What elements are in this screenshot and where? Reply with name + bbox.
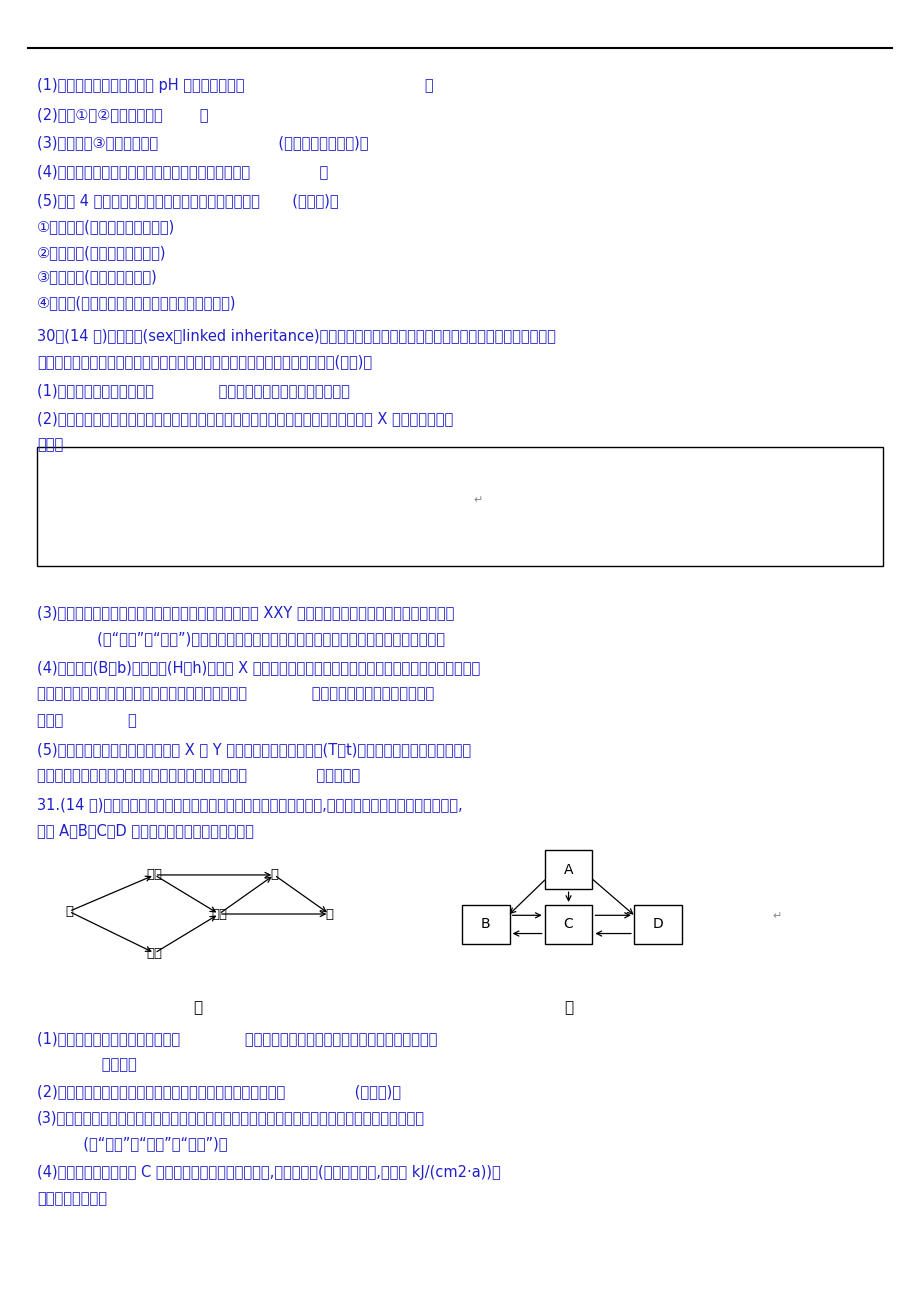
Text: ↵: ↵ [772,911,781,922]
Text: (4)人清醒时一般不会发生高原周期性呼吸，这是因为               。: (4)人清醒时一般不会发生高原周期性呼吸，这是因为 。 [37,164,328,180]
Text: (4)科研小组又对图乙中 C 生物的能量流动情况进行分析,结果如下表(数字为能量值,单位是 kJ/(cm2·a))。: (4)科研小组又对图乙中 C 生物的能量流动情况进行分析,结果如下表(数字为能量… [37,1165,500,1181]
Text: (5)人类的某对相对性状受性染色体 X 与 Y 同源区段上一对等位基因(T、t)控制，若某对夯妇的子女中，: (5)人类的某对相对性状受性染色体 X 与 Y 同源区段上一对等位基因(T、t)… [37,742,471,758]
Text: 多样性。: 多样性。 [37,1057,136,1073]
Text: (填“偏高”、“偏低”或“不变”)。: (填“偏高”、“偏低”或“不变”)。 [37,1137,227,1152]
Text: 摄入食物中的能量: 摄入食物中的能量 [37,1191,107,1207]
Text: 们的儿子都患色盲或血友病，则该夯妻的基因型分别为              ，这对夯妻再生一个患病女儿的: 们的儿子都患色盲或血友病，则该夯妻的基因型分别为 ，这对夯妻再生一个患病女儿的 [37,686,434,702]
Bar [544,850,592,889]
Text: ②乙酰咔胺(增加呼吸道通气量): ②乙酰咔胺(增加呼吸道通气量) [37,245,166,260]
Text: (5)下列 4 种药物中，可用于缓解高原周期性呼吸的有       (填序号)。: (5)下列 4 种药物中，可用于缓解高原周期性呼吸的有 (填序号)。 [37,193,338,208]
Text: 能性。: 能性。 [37,437,63,453]
Text: (2)过程①一②的调节方式是        。: (2)过程①一②的调节方式是 。 [37,107,208,122]
Text: 乙: 乙 [563,1000,573,1016]
Text: 甲: 甲 [193,1000,202,1016]
Bar [544,905,592,944]
Text: ①肆上腺素(加快心跳和血液流动): ①肆上腺素(加快心跳和血液流动) [37,219,175,234]
Text: ③础苯地平(减弱心肌收缩力): ③础苯地平(减弱心肌收缩力) [37,270,157,285]
Text: 青蛙: 青蛙 [210,907,227,921]
Text: B: B [481,918,490,931]
Text: (1)图甲食物网中，蛇和鹰的关系是              。蛱蛜、青蛙、鹰等属于不同的种类，属于生物的: (1)图甲食物网中，蛇和鹰的关系是 。蛱蛜、青蛙、鹰等属于不同的种类，属于生物的 [37,1031,437,1047]
Text: ↵: ↵ [473,496,482,505]
Text: A: A [563,863,573,876]
Text: 蚱蜢: 蚱蜢 [146,868,163,881]
Text: C: C [563,918,573,931]
Text: 30．(14 分)伴性遗传(sex－linked inheritance)是指在遗传过程中的子代部分性状由性染色体上的基因控制，: 30．(14 分)伴性遗传(sex－linked inheritance)是指在… [37,328,555,344]
Text: (3)写出过程③中的反射弧：                          (用箍头和文字表示)。: (3)写出过程③中的反射弧： (用箍头和文字表示)。 [37,135,368,151]
Bar [37,447,882,566]
Text: (4)红绿色盲(B、b)和血友病(H、h)都是伴 X 隐性遗传病。一对夯妻，丈夫两种病都患、妻子正常，若他: (4)红绿色盲(B、b)和血友病(H、h)都是伴 X 隐性遗传病。一对夯妻，丈夫… [37,660,480,676]
Text: 蛇: 蛇 [270,868,278,881]
Text: (填“父亲”或“母亲”)在产生配子的过程中减数第一次分裂或第二次分裂出现异常所致。: (填“父亲”或“母亲”)在产生配子的过程中减数第一次分裂或第二次分裂出现异常所致… [37,631,444,647]
Bar [461,905,509,944]
Text: 鹰: 鹰 [325,907,333,921]
Text: (3)一对性染色体正常的夫妻，生了一个性染色体组成为 XXY 的男孩．则出现该异常的原因是该男孩的: (3)一对性染色体正常的夫妻，生了一个性染色体组成为 XXY 的男孩．则出现该异… [37,605,454,621]
Text: (2)请在方框内绘出一个最简单的单基因显性遗传病的遗传系谱图，根据该图能排除伴 X 显性遗传病的可: (2)请在方框内绘出一个最简单的单基因显性遗传病的遗传系谱图，根据该图能排除伴 … [37,411,452,427]
Text: (1)缺氧会导致人体内环境的 pH 下降，这是因为                                       。: (1)缺氧会导致人体内环境的 pH 下降，这是因为 。 [37,78,433,94]
Text: ④红景天(改善脑部微循环，提高呼吸中枢兴奋性): ④红景天(改善脑部微循环，提高呼吸中枢兴奋性) [37,296,236,311]
Text: 草: 草 [65,905,73,918]
Text: 31.(14 分)图甲是某草原生态系统中几种生物之间的食物关系示意图,图乙是该生态系统的碳循环示意图,: 31.(14 分)图甲是某草原生态系统中几种生物之间的食物关系示意图,图乙是该生… [37,797,462,812]
Text: (2)从生态系统的组成成分看，与乙图相比较，甲图中没有的是               (填字母)。: (2)从生态系统的组成成分看，与乙图相比较，甲图中没有的是 (填字母)。 [37,1085,401,1100]
Text: D: D [652,918,663,931]
Text: 这种由性染色体上的基因所控制性状的遗传方式就称为伴性遗传。又称性连锁(遗传)。: 这种由性染色体上的基因所控制性状的遗传方式就称为伴性遗传。又称性连锁(遗传)。 [37,354,371,370]
Text: 蛔虫: 蛔虫 [146,947,163,960]
Text: (3)调查该生态系统蛇的种群密度时，若标记个体更易发现而被捕食，则会导致种群密度的估算结果: (3)调查该生态系统蛇的种群密度时，若标记个体更易发现而被捕食，则会导致种群密度… [37,1111,425,1126]
Text: 概率为              。: 概率为 。 [37,713,136,729]
Bar [633,905,681,944]
Text: 男孩和女孩的表现型不同，则这对夯妇的基因型组合有               种可能性。: 男孩和女孩的表现型不同，则这对夯妇的基因型组合有 种可能性。 [37,768,359,784]
Text: 图中 A、B、C、D 表示生态系统的相关组成成分。: 图中 A、B、C、D 表示生态系统的相关组成成分。 [37,823,254,838]
Text: (1)人类遗传病通常是指由于              疾病，有些遗传病也是伴性遗传。: (1)人类遗传病通常是指由于 疾病，有些遗传病也是伴性遗传。 [37,383,349,398]
